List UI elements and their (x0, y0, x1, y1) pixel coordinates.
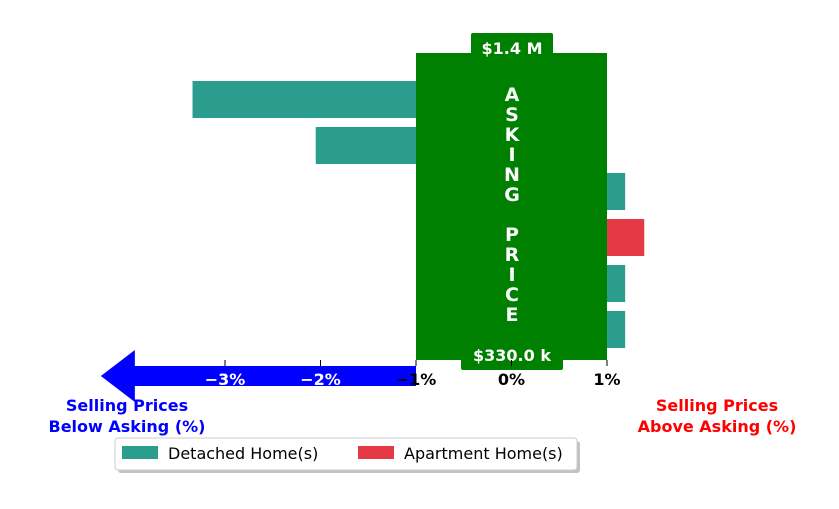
above-asking-label: Selling Prices Above Asking (%) (638, 396, 797, 436)
top-price-pill (471, 33, 553, 61)
x-axis-ticks: −3% −2% −1% 0% 1% (205, 360, 621, 389)
x-tick-label-3: 0% (498, 370, 525, 389)
legend-label-0: Detached Home(s) (168, 444, 318, 463)
x-tick-label-1: −2% (300, 370, 341, 389)
bottom-price-pill (461, 340, 563, 370)
arrow-shape (100, 350, 416, 402)
legend-label-1: Apartment Home(s) (404, 444, 563, 463)
side-labels: Selling Prices Below Asking (%) Selling Pr… (49, 396, 797, 436)
x-tick-label-0: −3% (205, 370, 246, 389)
below-asking-arrow (100, 350, 416, 402)
legend-box (114, 437, 578, 471)
x-tick-label-4: 1% (593, 370, 620, 389)
legend-swatch-0 (122, 446, 158, 459)
below-asking-label: Selling Prices Below Asking (%) (49, 396, 206, 436)
asking-price-rect (416, 53, 607, 360)
legend: Detached Home(s) Apartment Home(s) (114, 437, 580, 473)
x-tick-label-2: −1% (396, 370, 437, 389)
top-price-label: $1.4 M (482, 39, 543, 58)
legend-swatch-1 (358, 446, 394, 459)
bottom-price-label: $330.0 k (473, 346, 551, 365)
